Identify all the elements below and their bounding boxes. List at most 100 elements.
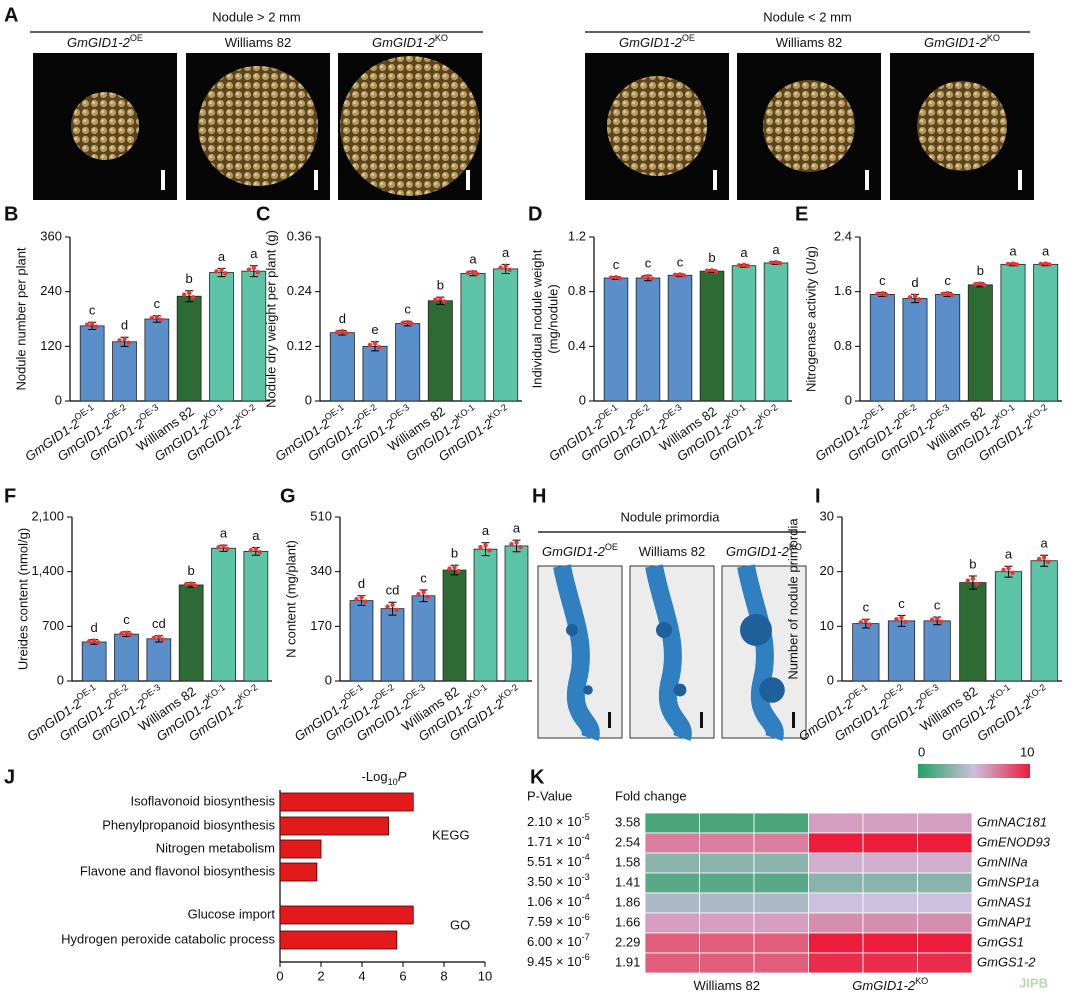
label-sup: KO bbox=[789, 542, 802, 552]
colorbar-tick-label: 0 bbox=[918, 744, 925, 759]
bar bbox=[967, 284, 993, 402]
fold-change: 1.91 bbox=[615, 954, 640, 969]
dot bbox=[613, 274, 619, 280]
genotype-label: GmGID1-2OE bbox=[619, 33, 695, 50]
heatmap-cell bbox=[808, 832, 864, 854]
p-value: 2.10 × 10-5 bbox=[527, 812, 590, 829]
heatmap-cell bbox=[808, 892, 864, 914]
p-exponent: -3 bbox=[582, 872, 590, 882]
genotype-label: GmGID1-2OE bbox=[67, 33, 143, 50]
dot bbox=[246, 267, 252, 272]
dot bbox=[1001, 567, 1006, 573]
label-sup: OE-2 bbox=[107, 682, 130, 702]
dot bbox=[119, 631, 124, 636]
panel-letter: H bbox=[532, 485, 546, 507]
dot bbox=[188, 581, 194, 586]
bar bbox=[1033, 263, 1059, 402]
y-tick-label: 0.8 bbox=[834, 338, 852, 353]
dot bbox=[478, 545, 483, 550]
dot bbox=[1038, 261, 1043, 267]
bar bbox=[667, 274, 693, 402]
heatmap-cell bbox=[917, 952, 973, 974]
y-axis-title: Nodule dry weight per plant (g) bbox=[263, 230, 278, 408]
label-sup: KO-2 bbox=[486, 402, 509, 422]
y-axis-title: Individual nodule weight bbox=[529, 249, 544, 388]
bar bbox=[869, 293, 895, 402]
dot bbox=[394, 607, 399, 613]
genotype-label: Williams 82 bbox=[225, 35, 291, 50]
dot bbox=[677, 272, 683, 277]
nodule-primordium bbox=[656, 622, 672, 638]
significance-letter: c bbox=[154, 296, 161, 311]
heatmap-cell bbox=[862, 952, 918, 974]
significance-letter: a bbox=[218, 249, 226, 264]
bar bbox=[209, 272, 234, 402]
scale-bar bbox=[713, 170, 717, 190]
label-sup: KO-2 bbox=[757, 402, 780, 422]
significance-letter: a bbox=[1009, 243, 1017, 258]
gene-name: GmGS1 bbox=[977, 934, 1024, 949]
significance-letter: a bbox=[513, 521, 521, 536]
category-label: Phenylpropanoid biosynthesis bbox=[102, 817, 275, 832]
dot bbox=[89, 321, 95, 326]
nodule-primordium bbox=[673, 683, 687, 697]
bar bbox=[279, 905, 414, 925]
y-tick-label: 0.24 bbox=[287, 283, 312, 298]
dot bbox=[1010, 261, 1016, 266]
label-main: GmGID1-2 bbox=[542, 544, 606, 559]
panel-letter: D bbox=[528, 203, 542, 225]
label-sup: KO-2 bbox=[236, 682, 259, 702]
heatmap-cell bbox=[644, 872, 700, 894]
dot bbox=[160, 637, 166, 642]
label-main: GmGID1-2 bbox=[67, 35, 131, 50]
dot bbox=[416, 591, 421, 597]
p-exponent: -4 bbox=[582, 852, 590, 862]
p-value: 7.59 × 10-6 bbox=[527, 912, 590, 929]
significance-letter: c bbox=[944, 273, 951, 288]
label-main: GmGID1-2 bbox=[924, 35, 988, 50]
significance-letter: a bbox=[469, 252, 477, 267]
significance-letter: b bbox=[451, 546, 458, 561]
label-sup: OE-1 bbox=[323, 402, 346, 422]
heatmap-cell bbox=[862, 832, 918, 854]
root bbox=[737, 564, 784, 741]
bar bbox=[178, 584, 204, 682]
dot bbox=[645, 274, 651, 279]
dot bbox=[156, 634, 162, 640]
y-tick-label: 700 bbox=[42, 618, 64, 633]
significance-letter: b bbox=[977, 263, 984, 278]
fold-change: 1.41 bbox=[615, 874, 640, 889]
dot bbox=[880, 290, 885, 296]
significance-letter: a bbox=[252, 528, 260, 543]
dot bbox=[503, 263, 508, 269]
x-tick-label: 6 bbox=[399, 968, 406, 983]
gene-name: GmNAS1 bbox=[977, 894, 1032, 909]
bar bbox=[852, 623, 880, 682]
heatmap-cell bbox=[753, 852, 809, 874]
heatmap-cell bbox=[644, 952, 700, 974]
dot bbox=[117, 338, 122, 343]
significance-letter: b bbox=[969, 556, 976, 571]
bar bbox=[731, 265, 757, 402]
heatmap-cell bbox=[917, 912, 973, 934]
bar bbox=[279, 839, 322, 859]
nodule-pile bbox=[340, 56, 480, 196]
bar bbox=[279, 930, 398, 950]
scale-bar bbox=[161, 170, 165, 190]
label-sup: KO-1 bbox=[994, 402, 1017, 422]
dot bbox=[367, 342, 373, 348]
gene-name: GmGS1-2 bbox=[977, 954, 1036, 969]
gene-name: GmNSP1a bbox=[977, 874, 1039, 889]
bar bbox=[395, 323, 421, 402]
x-tick-label: 8 bbox=[440, 968, 447, 983]
dot bbox=[912, 293, 918, 299]
y-tick-label: 0.4 bbox=[568, 338, 586, 353]
dot bbox=[934, 616, 940, 621]
panel-letter: F bbox=[4, 485, 16, 507]
heatmap-cell bbox=[644, 932, 700, 954]
significance-letter: a bbox=[1005, 547, 1013, 562]
y-axis-title: Nodule number per plant bbox=[13, 247, 28, 390]
y-tick-label: 120 bbox=[40, 338, 62, 353]
dot bbox=[452, 564, 457, 570]
label-sup: OE bbox=[130, 33, 143, 43]
